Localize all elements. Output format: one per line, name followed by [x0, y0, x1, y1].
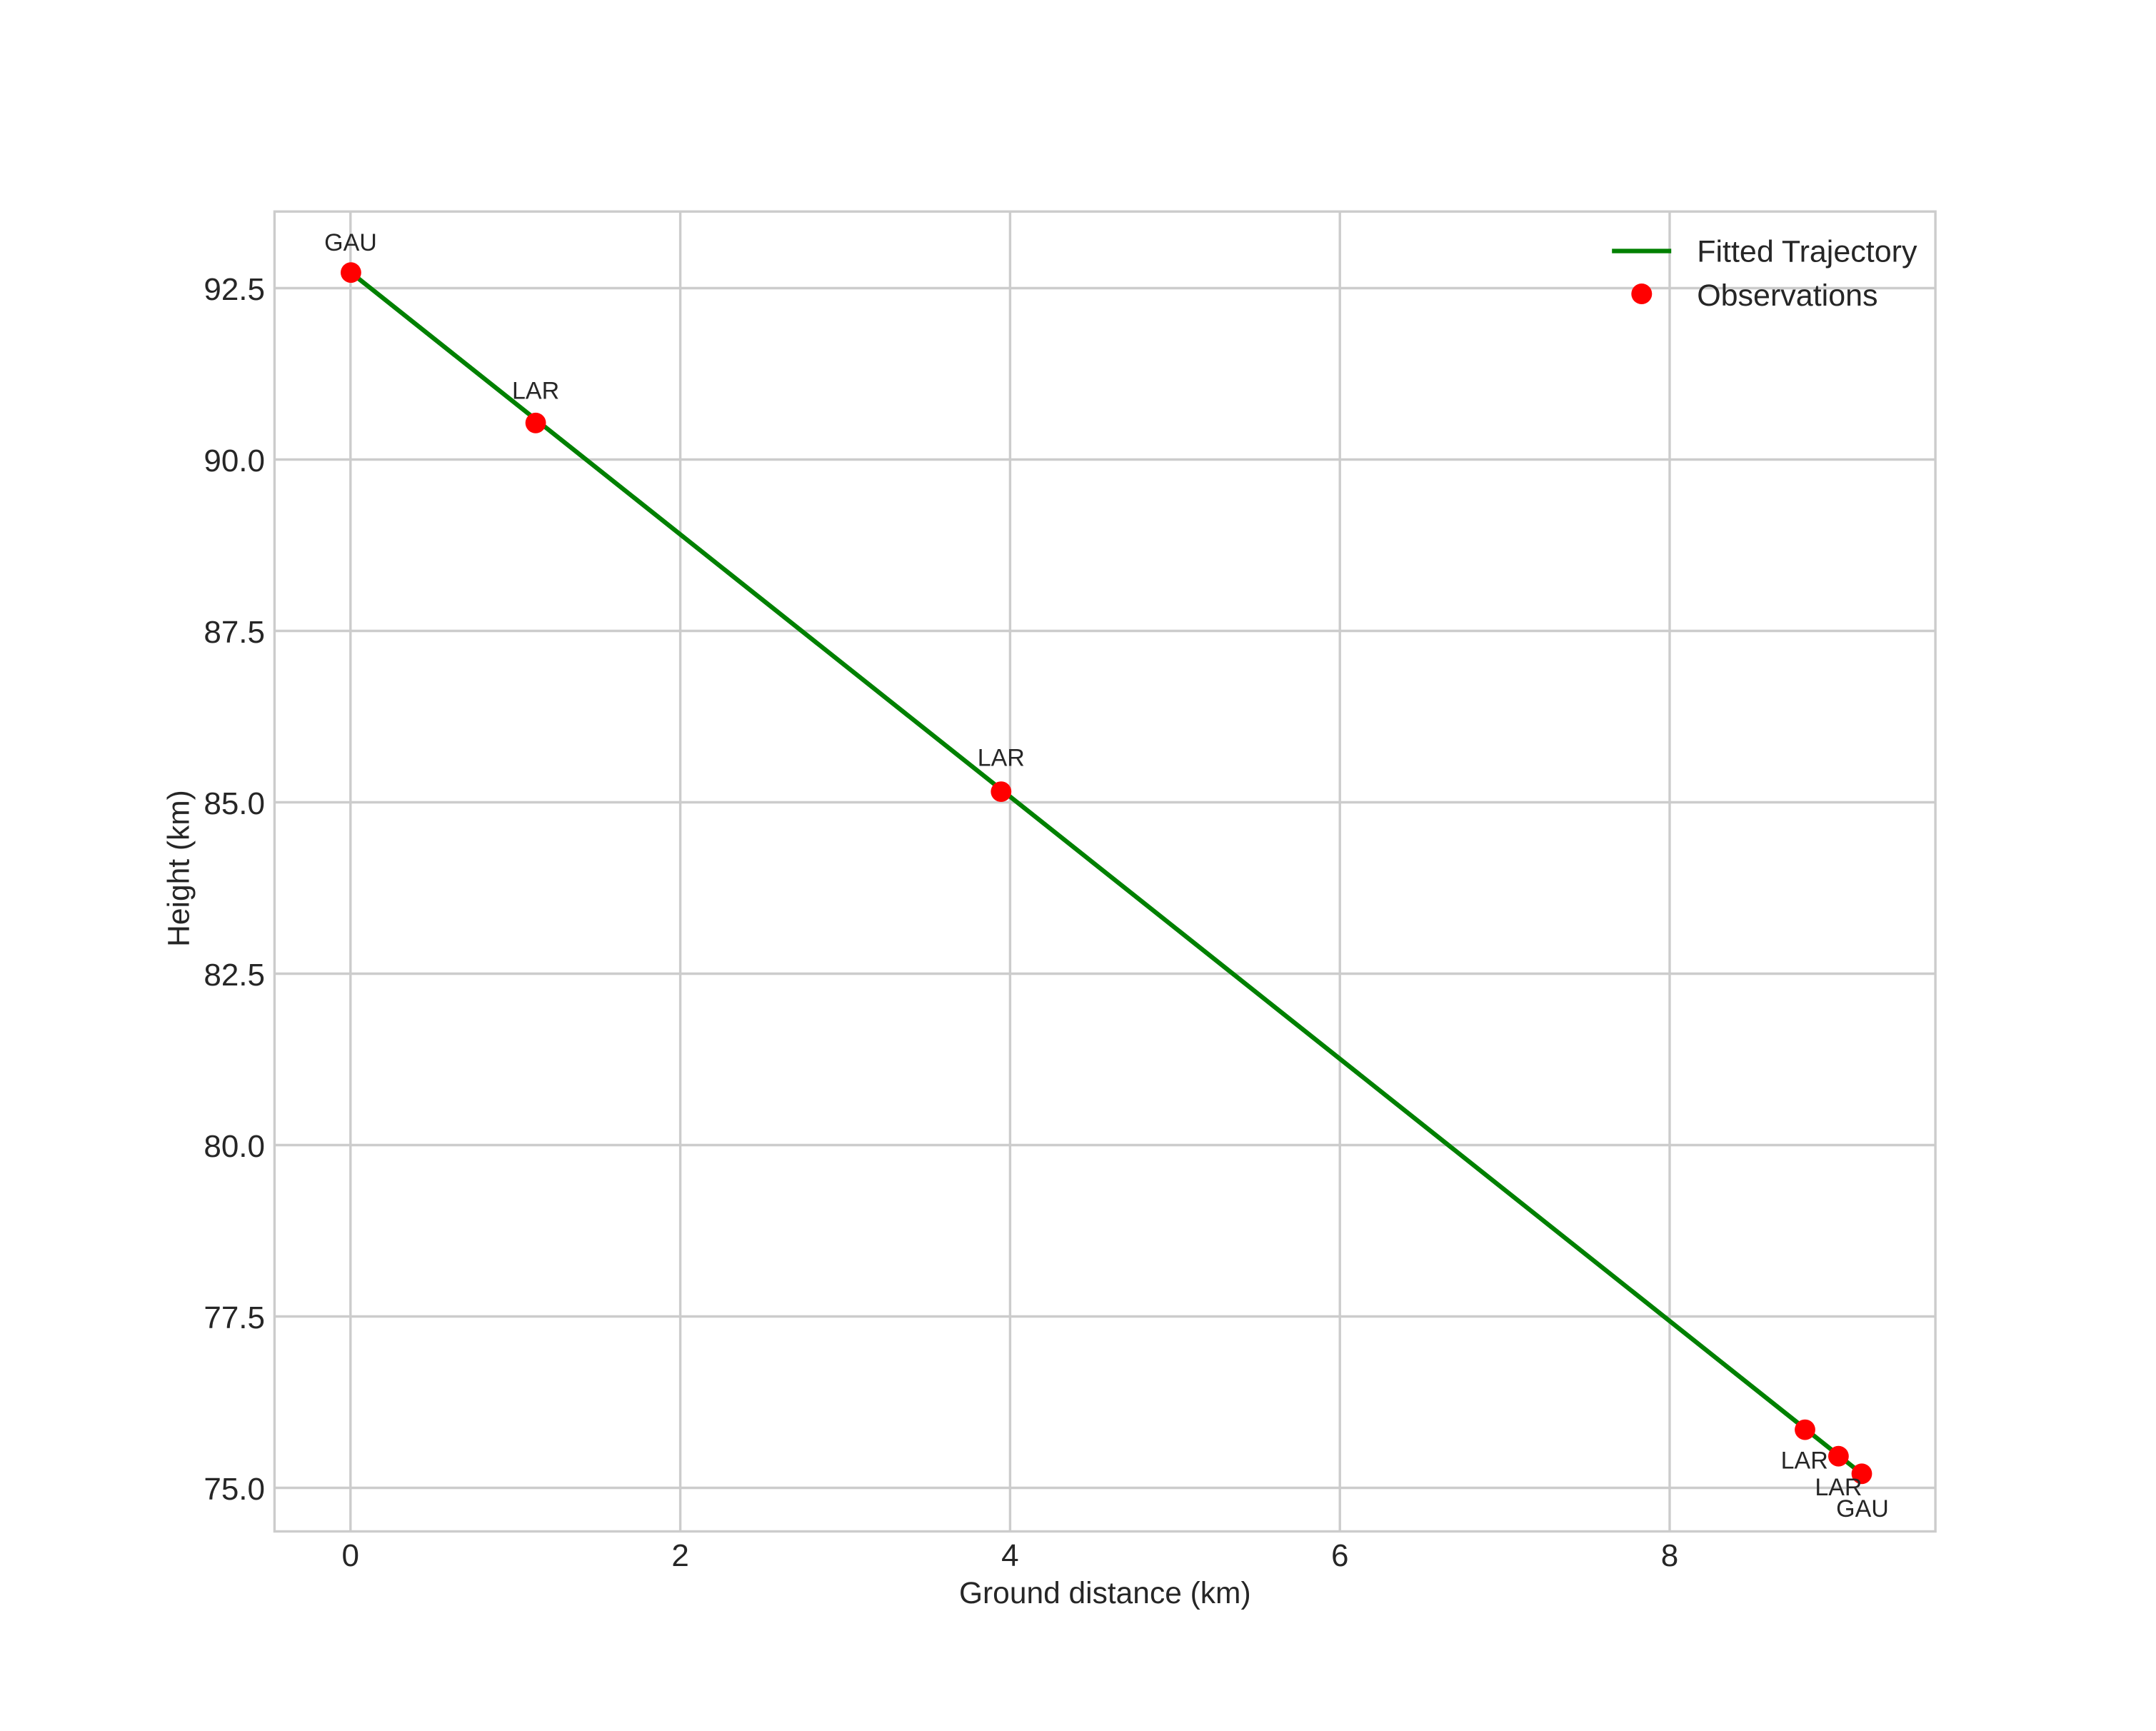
svg-text:Height (km): Height (km)	[162, 790, 196, 947]
svg-text:LAR: LAR	[512, 378, 559, 405]
svg-text:90.0: 90.0	[204, 443, 265, 478]
svg-text:85.0: 85.0	[204, 786, 265, 821]
svg-text:77.5: 77.5	[204, 1300, 265, 1335]
svg-text:2: 2	[671, 1538, 688, 1573]
svg-text:82.5: 82.5	[204, 958, 265, 993]
svg-text:75.0: 75.0	[204, 1472, 265, 1507]
svg-text:8: 8	[1661, 1538, 1678, 1573]
svg-text:92.5: 92.5	[204, 272, 265, 307]
svg-text:GAU: GAU	[1836, 1495, 1889, 1522]
svg-text:87.5: 87.5	[204, 615, 265, 650]
svg-text:LAR: LAR	[1815, 1474, 1862, 1501]
svg-text:Ground distance (km): Ground distance (km)	[959, 1577, 1251, 1610]
svg-text:GAU: GAU	[324, 229, 377, 256]
svg-text:Observations: Observations	[1697, 279, 1877, 313]
svg-text:4: 4	[1001, 1538, 1018, 1573]
svg-text:LAR: LAR	[1781, 1447, 1828, 1474]
svg-text:LAR: LAR	[978, 745, 1025, 772]
svg-text:0: 0	[342, 1538, 359, 1573]
svg-text:Fitted Trajectory: Fitted Trajectory	[1697, 235, 1917, 269]
svg-text:6: 6	[1331, 1538, 1348, 1573]
svg-text:80.0: 80.0	[204, 1129, 265, 1164]
